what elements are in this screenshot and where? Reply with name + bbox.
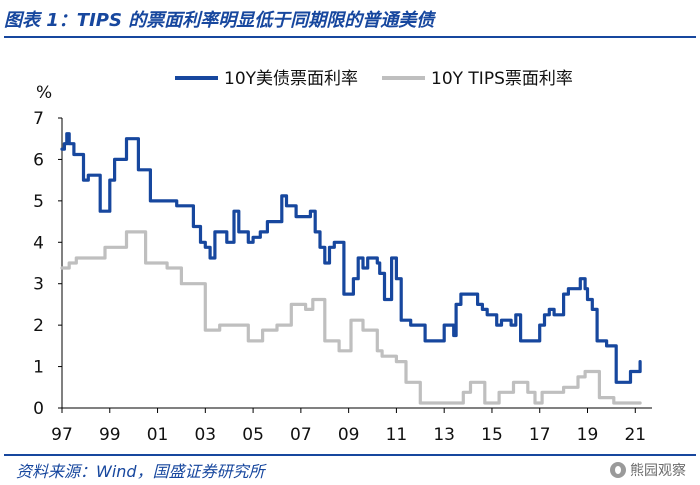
x-tick-label: 97 <box>51 425 73 445</box>
legend-label-tips: 10Y TIPS票面利率 <box>431 69 573 89</box>
x-tick-label: 11 <box>386 425 408 445</box>
y-axis-unit: % <box>36 83 52 103</box>
watermark-text: 熊园观察 <box>630 463 686 479</box>
source-note: 资料来源：Wind，国盛证券研究所 <box>16 462 265 481</box>
x-tick-label: 19 <box>577 425 599 445</box>
x-tick-label: 21 <box>624 425 646 445</box>
y-tick-label: 2 <box>33 316 44 336</box>
y-tick-label: 7 <box>33 109 44 129</box>
x-tick-label: 13 <box>433 425 455 445</box>
y-tick-label: 0 <box>33 399 44 419</box>
x-tick-label: 15 <box>481 425 503 445</box>
figure-title: 图表 1：TIPS 的票面利率明显低于同期限的普通美债 <box>4 10 435 31</box>
x-tick-label: 17 <box>529 425 551 445</box>
y-tick-label: 3 <box>33 275 44 295</box>
y-tick-label: 4 <box>33 233 44 253</box>
wechat-logo-icon <box>610 462 626 478</box>
legend: 10Y美债票面利率 10Y TIPS票面利率 <box>175 69 573 89</box>
series-line-tips <box>60 230 642 405</box>
watermark: 熊园观察 <box>610 460 686 480</box>
legend-label-treasury: 10Y美债票面利率 <box>224 69 358 89</box>
y-tick-label: 1 <box>33 358 44 378</box>
x-tick-label: 05 <box>242 425 264 445</box>
x-tick-label: 01 <box>147 425 169 445</box>
x-tick-label: 09 <box>338 425 360 445</box>
source-rule <box>4 454 696 456</box>
y-tick-label: 5 <box>33 192 44 212</box>
x-tick-label: 99 <box>99 425 121 445</box>
y-tick-label: 6 <box>33 150 44 170</box>
x-tick-label: 03 <box>194 425 216 445</box>
title-rule <box>4 36 696 38</box>
series-layer <box>60 132 642 405</box>
x-tick-label: 07 <box>290 425 312 445</box>
series-line-treasury <box>60 132 642 384</box>
